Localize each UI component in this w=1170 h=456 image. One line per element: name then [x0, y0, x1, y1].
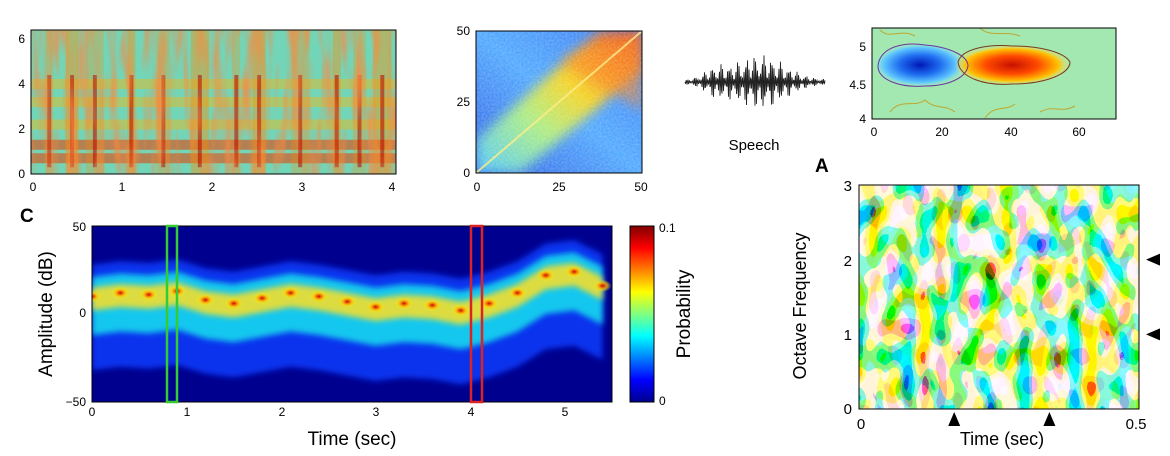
octave-field: [859, 185, 1139, 409]
spectrogram-x-tick-4: 4: [389, 180, 396, 194]
spectrogram-x-tick-1: 1: [119, 180, 126, 194]
amplitude-frame: [91, 225, 613, 403]
colorbar-tick-min: 0: [659, 394, 666, 408]
time-marker-arrow: [948, 412, 961, 426]
spectrogram-panel: 0 2 4 6 0 1 2 3 4: [18, 29, 397, 194]
matrix-texture: [476, 31, 642, 173]
matrix-y-tick-0: 0: [463, 166, 470, 180]
octave-panel: 0 1 2 3 0 0.5 Time (sec) Octave Frequenc…: [790, 178, 1160, 449]
colorbar-label: Probability: [674, 269, 695, 358]
amplitude-peak: [536, 269, 555, 282]
spectrogram-x-tick-3: 3: [299, 180, 306, 194]
amplitude-y-axis-label: Amplitude (dB): [36, 251, 57, 377]
time-marker-arrow: [1043, 412, 1056, 426]
amplitude-peaks: [92, 265, 612, 317]
strf-positive-contour: [957, 45, 1071, 85]
octave-y-tick-0: 0: [844, 401, 852, 418]
amplitude-peak: [309, 290, 328, 303]
frequency-marker-arrow: [1146, 328, 1160, 341]
amplitude-y-tick-0: 0: [79, 306, 86, 320]
spectrogram-texture: [31, 30, 396, 174]
amplitude-y-tick-50: 50: [73, 220, 87, 234]
spectrogram-y-ticks: 0 2 4 6: [18, 32, 25, 181]
strf-positive-blob: [954, 45, 1070, 85]
octave-y-tick-1: 1: [844, 327, 852, 344]
amplitude-peak: [281, 286, 300, 299]
amplitude-peak: [196, 293, 215, 306]
amplitude-peak: [139, 288, 158, 301]
green-highlight-box: [165, 224, 179, 404]
octave-x-tick-0: 0: [857, 416, 865, 433]
strf-x-tick-60: 60: [1072, 125, 1086, 139]
panel-label-c: C: [20, 206, 34, 227]
amplitude-peak: [111, 286, 130, 299]
spectrogram-x-ticks: 0 1 2 3 4: [30, 180, 396, 194]
octave-markers: [948, 253, 1160, 426]
red-highlight-box: [469, 224, 484, 404]
octave-y-tick-2: 2: [844, 253, 852, 270]
amplitude-x-tick-5: 5: [562, 405, 569, 419]
matrix-y-tick-50: 50: [457, 24, 471, 38]
strf-x-tick-0: 0: [871, 125, 878, 139]
amplitude-x-tick-1: 1: [184, 405, 191, 419]
matrix-x-tick-0: 0: [474, 180, 481, 194]
matrix-frame: [475, 30, 643, 174]
amplitude-peak: [395, 297, 413, 310]
speech-label: Speech: [729, 137, 780, 154]
amplitude-band-inner: [92, 263, 603, 325]
amplitude-peak: [338, 295, 357, 308]
spectrogram-y-tick-4: 4: [18, 77, 25, 91]
strf-y-tick-5: 5: [859, 40, 866, 54]
amplitude-panel: 50 0 −50 0 1 2 3 4 5 Time (sec) Amplitud…: [36, 220, 695, 450]
amplitude-peak: [480, 297, 499, 310]
amplitude-peak: [224, 297, 243, 310]
amplitude-peak: [593, 279, 612, 292]
frequency-marker-arrow: [1146, 253, 1160, 266]
octave-y-axis-label: Octave Frequency: [790, 232, 810, 379]
amplitude-y-tick-neg50: −50: [66, 395, 87, 409]
spectrogram-y-tick-0: 0: [18, 167, 25, 181]
strf-negative-blob: [874, 43, 966, 87]
octave-frame: [858, 184, 1140, 410]
amplitude-peak: [423, 299, 442, 312]
matrix-x-tick-25: 25: [552, 180, 566, 194]
strf-x-tick-20: 20: [935, 125, 949, 139]
spectrogram-y-tick-6: 6: [18, 32, 25, 46]
spectrogram-x-tick-0: 0: [30, 180, 37, 194]
strf-y-tick-4: 4: [859, 112, 866, 126]
probability-colorbar: [629, 225, 655, 403]
strf-frame: [871, 27, 1117, 120]
panel-label-a: A: [815, 156, 829, 177]
matrix-y-tick-25: 25: [457, 95, 471, 109]
strf-negative-contour: [877, 43, 969, 87]
octave-x-tick-0-5: 0.5: [1126, 416, 1147, 433]
amplitude-x-tick-4: 4: [468, 405, 475, 419]
spectrogram-y-tick-2: 2: [18, 122, 25, 136]
strf-panel: 4 4.5 5 0 20 40 60: [849, 27, 1117, 139]
amplitude-x-axis-label: Time (sec): [307, 429, 396, 450]
colorbar-tick-max: 0.1: [659, 221, 676, 235]
amplitude-x-tick-0: 0: [89, 405, 96, 419]
octave-x-axis-label: Time (sec): [960, 429, 1044, 449]
amplitude-peak: [451, 304, 470, 317]
spectrogram-frame: [30, 29, 397, 175]
strf-y-tick-4-5: 4.5: [849, 78, 866, 92]
amplitude-peak: [565, 265, 584, 278]
amplitude-peak: [508, 286, 527, 299]
amplitude-x-tick-2: 2: [279, 405, 286, 419]
matrix-panel: 0 25 50 0 25 50: [457, 24, 648, 194]
octave-y-tick-3: 3: [844, 178, 852, 195]
amplitude-peak: [92, 290, 101, 303]
matrix-x-tick-50: 50: [634, 180, 648, 194]
amplitude-peak: [253, 292, 272, 305]
strf-x-tick-40: 40: [1004, 125, 1018, 139]
amplitude-peak: [366, 300, 385, 313]
spectrogram-x-tick-2: 2: [209, 180, 216, 194]
speech-waveform-panel: Speech: [684, 55, 826, 154]
speech-waveform: [684, 55, 826, 106]
amplitude-x-tick-3: 3: [373, 405, 380, 419]
